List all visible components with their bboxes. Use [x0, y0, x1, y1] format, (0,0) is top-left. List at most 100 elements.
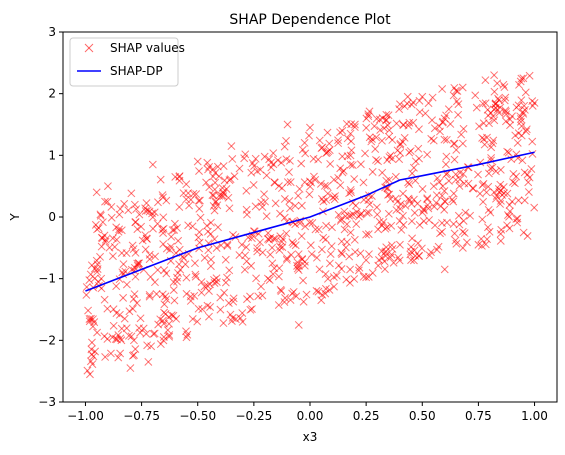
scatter-point: [154, 320, 163, 329]
scatter-point: [446, 120, 455, 128]
scatter-point: [119, 260, 128, 269]
scatter-point: [306, 123, 314, 132]
scatter-point: [89, 322, 97, 331]
scatter-point: [159, 240, 168, 249]
scatter-point: [322, 221, 331, 230]
scatter-point: [326, 159, 335, 168]
scatter-point: [292, 292, 301, 301]
scatter-point: [483, 235, 492, 244]
scatter-point: [82, 290, 91, 299]
x-tick-label: 0.75: [465, 409, 492, 423]
scatter-point: [409, 163, 418, 172]
scatter-point: [143, 235, 151, 243]
scatter-point: [98, 218, 107, 227]
scatter-point: [479, 197, 488, 206]
scatter-point: [133, 261, 142, 270]
scatter-point: [246, 305, 255, 314]
scatter-point: [293, 258, 302, 267]
scatter-point: [384, 111, 393, 120]
scatter-point: [327, 242, 336, 251]
scatter-point: [243, 210, 251, 219]
scatter-point: [182, 273, 191, 282]
scatter-point: [401, 201, 410, 210]
scatter-point: [256, 238, 264, 247]
scatter-point: [326, 250, 335, 258]
scatter-point: [346, 160, 355, 169]
scatter-point: [316, 179, 325, 188]
scatter-point: [501, 93, 510, 102]
scatter-point: [382, 176, 391, 185]
scatter-point: [143, 341, 152, 350]
scatter-point: [252, 274, 261, 283]
scatter-point: [275, 264, 284, 273]
scatter-point: [247, 305, 256, 313]
scatter-point: [126, 364, 135, 373]
scatter-point: [162, 196, 171, 205]
scatter-point: [343, 220, 351, 229]
scatter-point: [120, 314, 129, 323]
scatter-point: [101, 237, 110, 246]
scatter-point: [84, 306, 93, 315]
scatter-point: [93, 328, 102, 337]
scatter-point: [374, 261, 383, 270]
scatter-point: [206, 229, 215, 238]
scatter-point: [242, 186, 251, 195]
scatter-point: [478, 215, 487, 224]
scatter-point: [150, 208, 159, 217]
scatter-point: [112, 223, 121, 232]
scatter-point: [385, 132, 393, 141]
scatter-point: [168, 226, 177, 235]
scatter-point: [372, 114, 381, 123]
scatter-point: [200, 253, 209, 262]
scatter-point: [270, 178, 279, 187]
scatter-point: [492, 194, 500, 203]
scatter-point: [139, 324, 148, 333]
scatter-point: [355, 263, 364, 272]
scatter-point: [330, 175, 338, 184]
scatter-point: [410, 208, 419, 217]
scatter-point: [136, 314, 145, 323]
scatter-point: [449, 197, 458, 206]
scatter-point: [393, 197, 402, 206]
scatter-point: [228, 155, 237, 163]
scatter-point: [496, 165, 505, 174]
scatter-point: [490, 87, 499, 96]
scatter-point: [518, 108, 527, 117]
scatter-point: [119, 293, 128, 302]
scatter-point: [295, 184, 304, 193]
scatter-point: [145, 250, 154, 259]
scatter-point: [100, 295, 109, 304]
scatter-point: [101, 197, 110, 206]
scatter-point: [289, 240, 298, 248]
scatter-point: [197, 278, 206, 286]
scatter-point: [497, 225, 506, 234]
scatter-point: [314, 225, 323, 234]
scatter-point: [399, 220, 408, 229]
scatter-point: [424, 204, 433, 213]
scatter-point: [405, 118, 414, 127]
scatter-point: [257, 198, 266, 207]
scatter-point: [103, 182, 112, 191]
scatter-point: [109, 305, 118, 314]
y-tick-label: 3: [48, 25, 56, 39]
scatter-point: [449, 189, 458, 198]
scatter-point: [392, 119, 401, 128]
scatter-point: [454, 110, 463, 119]
scatter-point: [514, 196, 523, 205]
scatter-point: [103, 197, 112, 206]
scatter-point: [129, 245, 138, 254]
scatter-point: [489, 136, 498, 145]
scatter-point: [432, 191, 441, 200]
scatter-point: [133, 299, 141, 308]
scatter-point: [280, 213, 289, 222]
scatter-point: [276, 209, 284, 218]
scatter-point: [153, 266, 162, 274]
scatter-point: [301, 149, 310, 158]
scatter-point: [152, 290, 161, 298]
scatter-point: [325, 259, 334, 268]
legend-label-shap-values: SHAP values: [110, 41, 185, 55]
scatter-point: [206, 262, 215, 271]
scatter-point: [317, 195, 326, 203]
scatter-point: [364, 208, 373, 217]
scatter-point: [207, 218, 215, 227]
